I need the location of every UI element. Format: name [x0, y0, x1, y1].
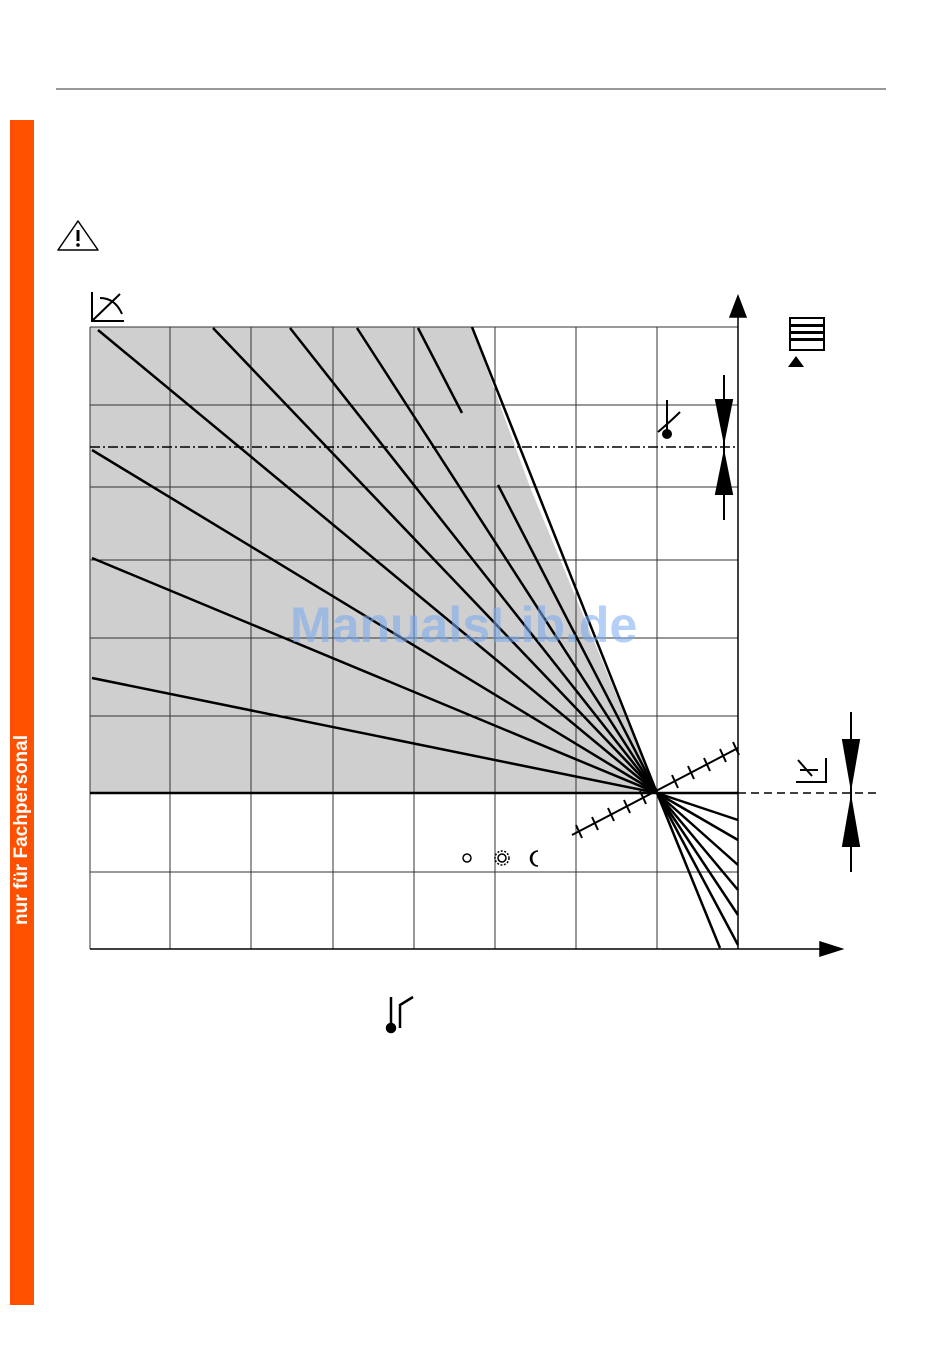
grid: [89, 326, 738, 949]
watermark: ManualsLib.de: [290, 597, 638, 653]
outside-temp-icon: [385, 995, 414, 1034]
mode-icons: [462, 850, 539, 867]
slope-icon: [91, 292, 124, 322]
axes: [90, 293, 845, 958]
range-arrows: [714, 375, 861, 872]
radiator-icon: [788, 317, 825, 367]
sidebar: nur für Fachpersonal: [10, 120, 34, 1305]
heating-curves: [91, 326, 740, 949]
warning-icon: [57, 220, 99, 251]
scale-line: [571, 741, 740, 839]
offset-icon: [796, 758, 827, 783]
thermometer-icon: [657, 400, 681, 439]
